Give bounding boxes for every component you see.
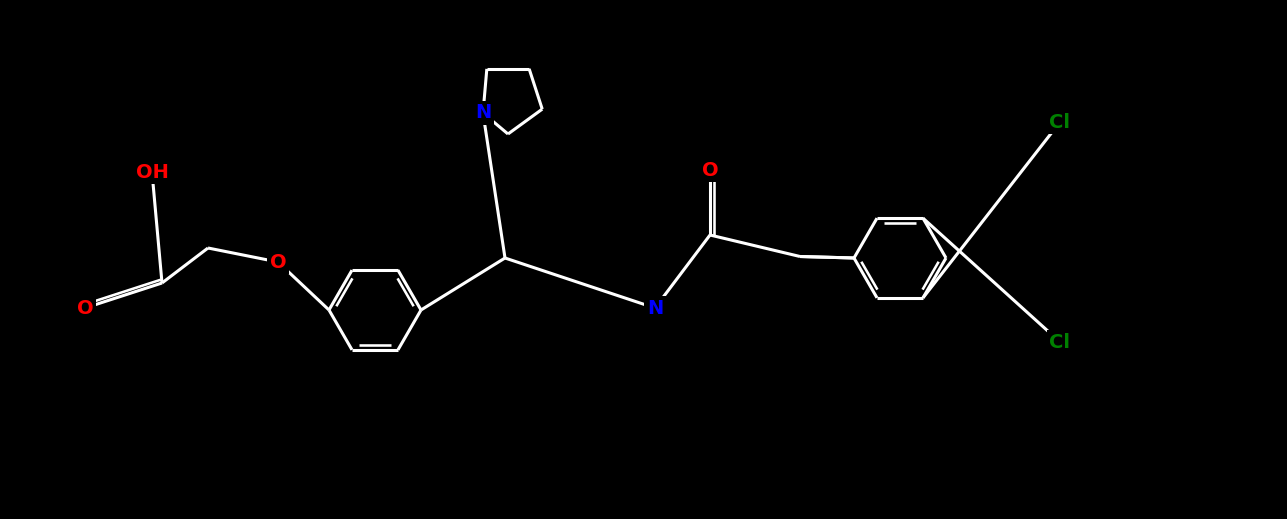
Text: O: O: [270, 253, 286, 271]
Text: N: N: [647, 298, 663, 318]
Text: O: O: [701, 160, 718, 180]
Text: Cl: Cl: [1049, 333, 1071, 351]
Text: N: N: [475, 103, 492, 122]
Text: O: O: [77, 298, 94, 318]
Text: Cl: Cl: [1049, 113, 1071, 131]
Text: OH: OH: [135, 162, 169, 182]
